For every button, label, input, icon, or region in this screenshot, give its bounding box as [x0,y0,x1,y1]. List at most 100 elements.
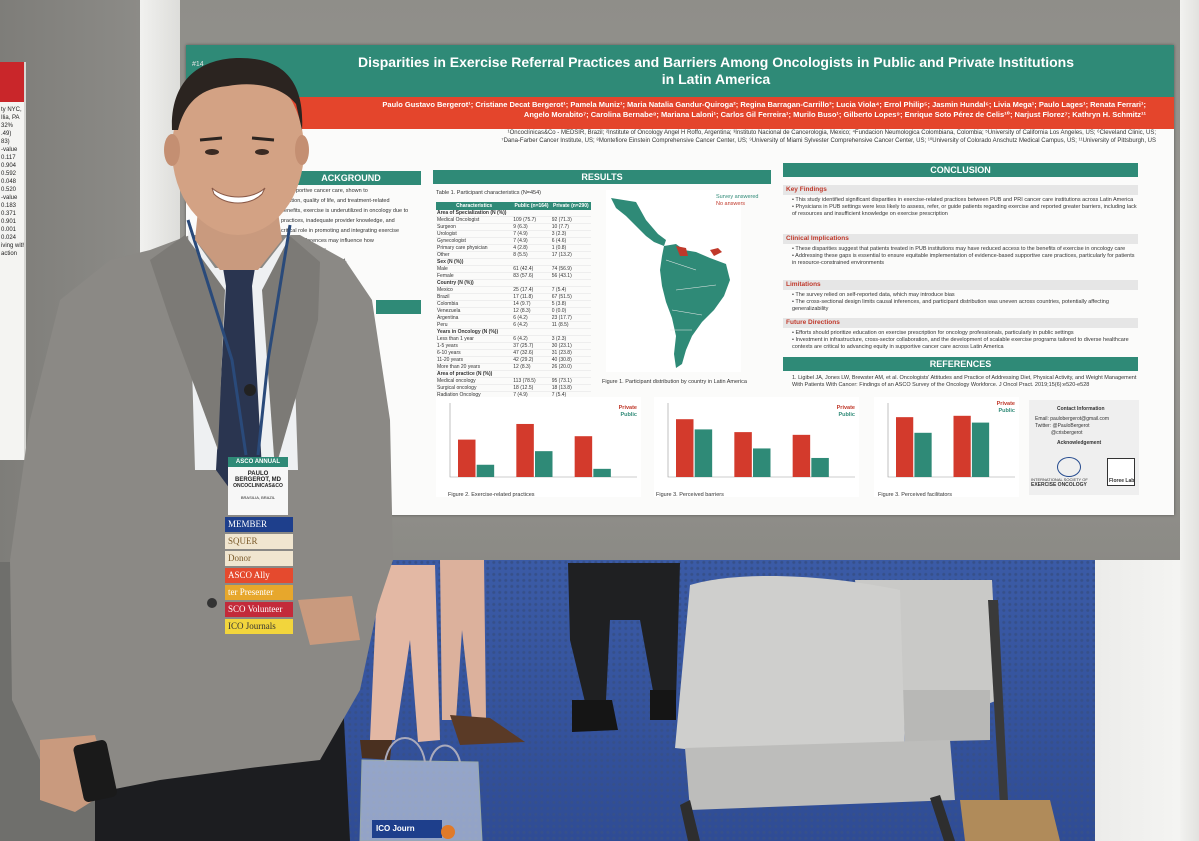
contact-handle: @crisbergerot [1051,430,1083,436]
neighbor-poster-line: 83) [1,139,10,145]
conclusion-heading: CONCLUSION [783,163,1138,177]
table-cell: 1 (0.8) [550,244,591,252]
fig2-legend-private: Private [618,405,637,411]
neighbor-poster: ty NYC, Ilia, PA 32% .49) 83) -value 0.117 0.90… [0,62,26,460]
table-cell: Urologist [436,230,513,238]
presenter-tie [216,262,262,500]
table-row: Country (N (%)) [436,279,591,287]
neighbor-poster-line: 0.024 [1,235,17,241]
table-cell: 12 (8.3) [512,307,551,315]
table-cell: 17 (11.8) [512,293,551,301]
exercise-oncology-logo-icon [1057,457,1081,477]
table-cell: 56 (43.1) [550,272,591,280]
table-cell: 25 (17.4) [512,286,551,294]
table-row: Medical oncology 113 (78.5) 95 (73.1) [436,377,591,385]
neighbor-poster-line: ty NYC, [1,107,22,113]
table-cell: 0 (0.0) [550,307,591,315]
limitation-1: The survey relied on self-reported data,… [792,292,1137,299]
table-cell: 61 (42.4) [512,265,551,273]
badge-header-label: ASCO [235,459,254,465]
bar-public [593,468,611,477]
key-findings-heading: Key Findings [783,185,1138,195]
table-cell: 8 (5.5) [512,251,551,259]
table-cell: Country (N (%)) [436,279,513,287]
table-row: More than 20 years 12 (8.3) 26 (20.0) [436,363,591,371]
table-cell: 3 (2.3) [550,230,591,238]
table-cell: 109 (75.7) [512,216,551,224]
badge-last-name: BERGEROT, MD [234,477,281,483]
table-cell: 23 (17.7) [550,314,591,322]
phone-icon [73,740,117,802]
neighbor-poster-line: 0.901 [1,219,17,225]
badge-header: ASCO ANNUAL [228,457,288,467]
table-row: Primary care physician 4 (2.8) 1 (0.8) [436,244,591,252]
table-cell: 74 (56.9) [550,265,591,273]
poster-title-band [186,45,1174,97]
table-cell: 4 (2.8) [512,244,551,252]
person-dark-shoe-2 [650,690,676,720]
table-cell: 7 (5.4) [550,286,591,294]
table-cell [512,210,551,217]
figure-3-barriers-chart [667,403,855,478]
presenter-eyebrows [199,136,275,142]
table-cell: 11-20 years [436,356,513,364]
clear-tote-bag [359,737,483,841]
clinical-implications-list: These disparities suggest that patients … [792,246,1137,267]
map-legend-no-answers: No answers [716,201,746,207]
table-cell: Other [436,251,513,259]
table-row: Colombia 14 (9.7) 5 (3.8) [436,300,591,308]
table-cell: Surgeon [436,223,513,231]
badge-ribbons: MEMBER SQUER Donor ASCO Ally ter Presenter SC… [225,517,293,637]
table-cell: Medical Oncologist [436,216,513,224]
table-row: Years in Oncology (N (%)) [436,328,591,336]
badge-organization: ONCOCLINICAS&CO [233,483,283,489]
person-pink-trousers [370,565,440,742]
table-cell: 12 (8.3) [512,363,551,371]
neighbor-poster-line: 0.183 [1,203,17,209]
fig3b-legend-private: Private [996,401,1015,407]
bar-public [753,448,771,477]
clinical-implications-heading: Clinical Implications [783,234,1138,244]
table-cell: Years in Oncology (N (%)) [436,328,513,336]
presenter-eye-left [205,149,219,155]
neighbor-poster-line: action [1,251,18,257]
bar-public [535,451,553,477]
neighbor-poster-line: 0.048 [1,179,17,185]
badge-header-label-2: ANNUAL [254,459,281,465]
table-cell: 83 (57.6) [512,272,551,280]
acknowledgement-title: Acknowledgement [1057,440,1102,446]
bar-public [694,429,713,477]
contact-title: Contact Information [1057,406,1105,412]
bar-private [896,417,914,477]
references-heading: REFERENCES [783,357,1138,371]
table-cell: 42 (29.2) [512,356,551,364]
table-cell: 47 (32.6) [512,349,551,357]
latin-america-map [606,190,741,372]
figure-3-facilitators-chart [887,403,1015,478]
table-cell [512,258,551,266]
table-caption: Table 1. Participant characteristics (N=… [436,190,542,196]
clinical-1: These disparities suggest that patients … [792,246,1137,253]
logo-1-subtitle: INTERNATIONAL SOCIETY OF [1031,477,1088,482]
table-cell: 40 (30.8) [550,356,591,364]
person-dark-trousers [568,563,680,702]
table-cell [550,210,591,217]
figure-1-caption: Figure 1. Participant distribution by co… [602,379,747,385]
table-cell: Area of practice (N (%)) [436,370,513,378]
table-cell: 26 (20.0) [550,363,591,371]
table-cell: 92 (71.3) [550,216,591,224]
table-cell: Area of Specialization (N (%)) [436,210,513,217]
background-line: benefits, exercise is underutilized in o… [281,208,409,214]
fig2-legend-public: Public [620,412,637,418]
affiliations-line-1: ¹Oncoclínicas&Co - MEDSIR, Brazil; ²Inst… [507,130,1156,136]
limitations-list: The survey relied on self-reported data,… [792,292,1137,313]
future-1: Efforts should prioritize education on e… [792,330,1137,337]
table-cell: Colombia [436,300,513,308]
table-cell: Mexico [436,286,513,294]
person-dark-shoe [572,700,618,732]
lanyard [186,219,292,456]
neighbor-poster-header [0,62,24,102]
figure-3-barriers-caption: Figure 3. Perceived barriers [656,492,724,498]
key-finding-1: This study identified significant dispar… [792,197,1137,204]
